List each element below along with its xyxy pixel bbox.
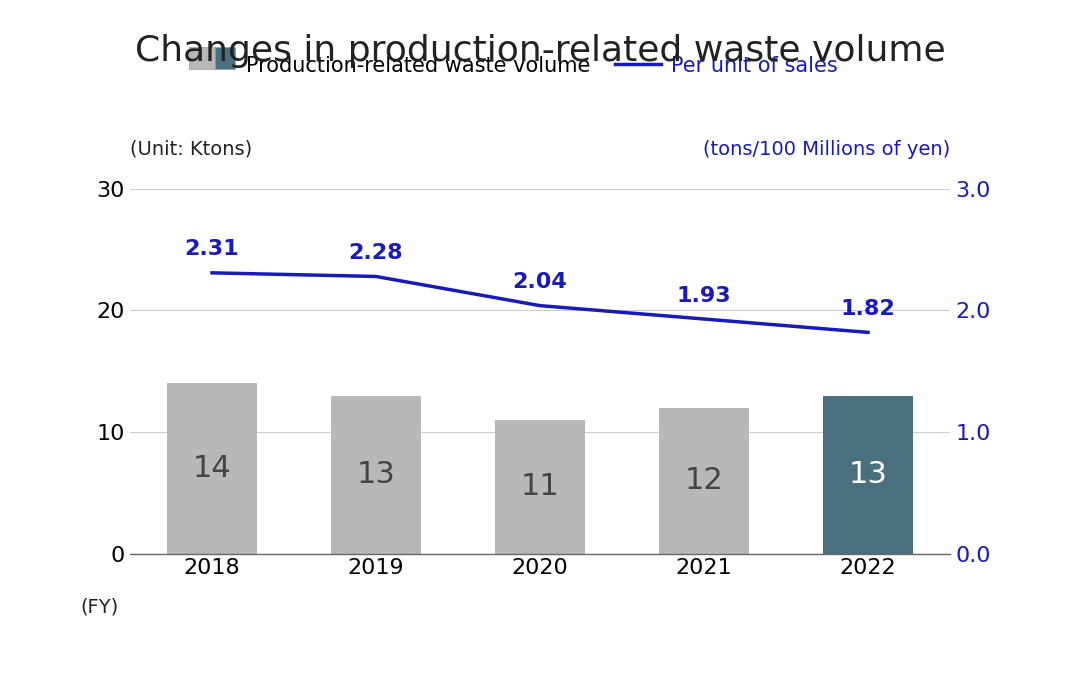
Text: 12: 12	[685, 466, 724, 495]
Bar	[167, 383, 257, 554]
Bar	[330, 396, 421, 554]
Text: 2.28: 2.28	[349, 243, 403, 263]
Text: 14: 14	[192, 454, 231, 483]
Text: 13: 13	[356, 460, 395, 489]
Legend: Production-related waste volume, Per unit of sales: Production-related waste volume, Per uni…	[181, 47, 847, 84]
Text: (tons/100 Millions of yen): (tons/100 Millions of yen)	[703, 140, 950, 159]
Bar	[495, 420, 585, 554]
Text: 11: 11	[521, 472, 559, 501]
Text: (Unit: Ktons): (Unit: Ktons)	[130, 140, 252, 159]
Text: 13: 13	[849, 460, 888, 489]
Text: 2.04: 2.04	[513, 272, 567, 292]
Bar	[823, 396, 913, 554]
Text: 1.93: 1.93	[677, 286, 731, 306]
Text: 2.31: 2.31	[185, 240, 240, 259]
Text: (FY): (FY)	[81, 597, 119, 616]
Text: 1.82: 1.82	[840, 299, 895, 319]
Text: Changes in production-related waste volume: Changes in production-related waste volu…	[135, 34, 945, 68]
Bar	[659, 408, 750, 554]
